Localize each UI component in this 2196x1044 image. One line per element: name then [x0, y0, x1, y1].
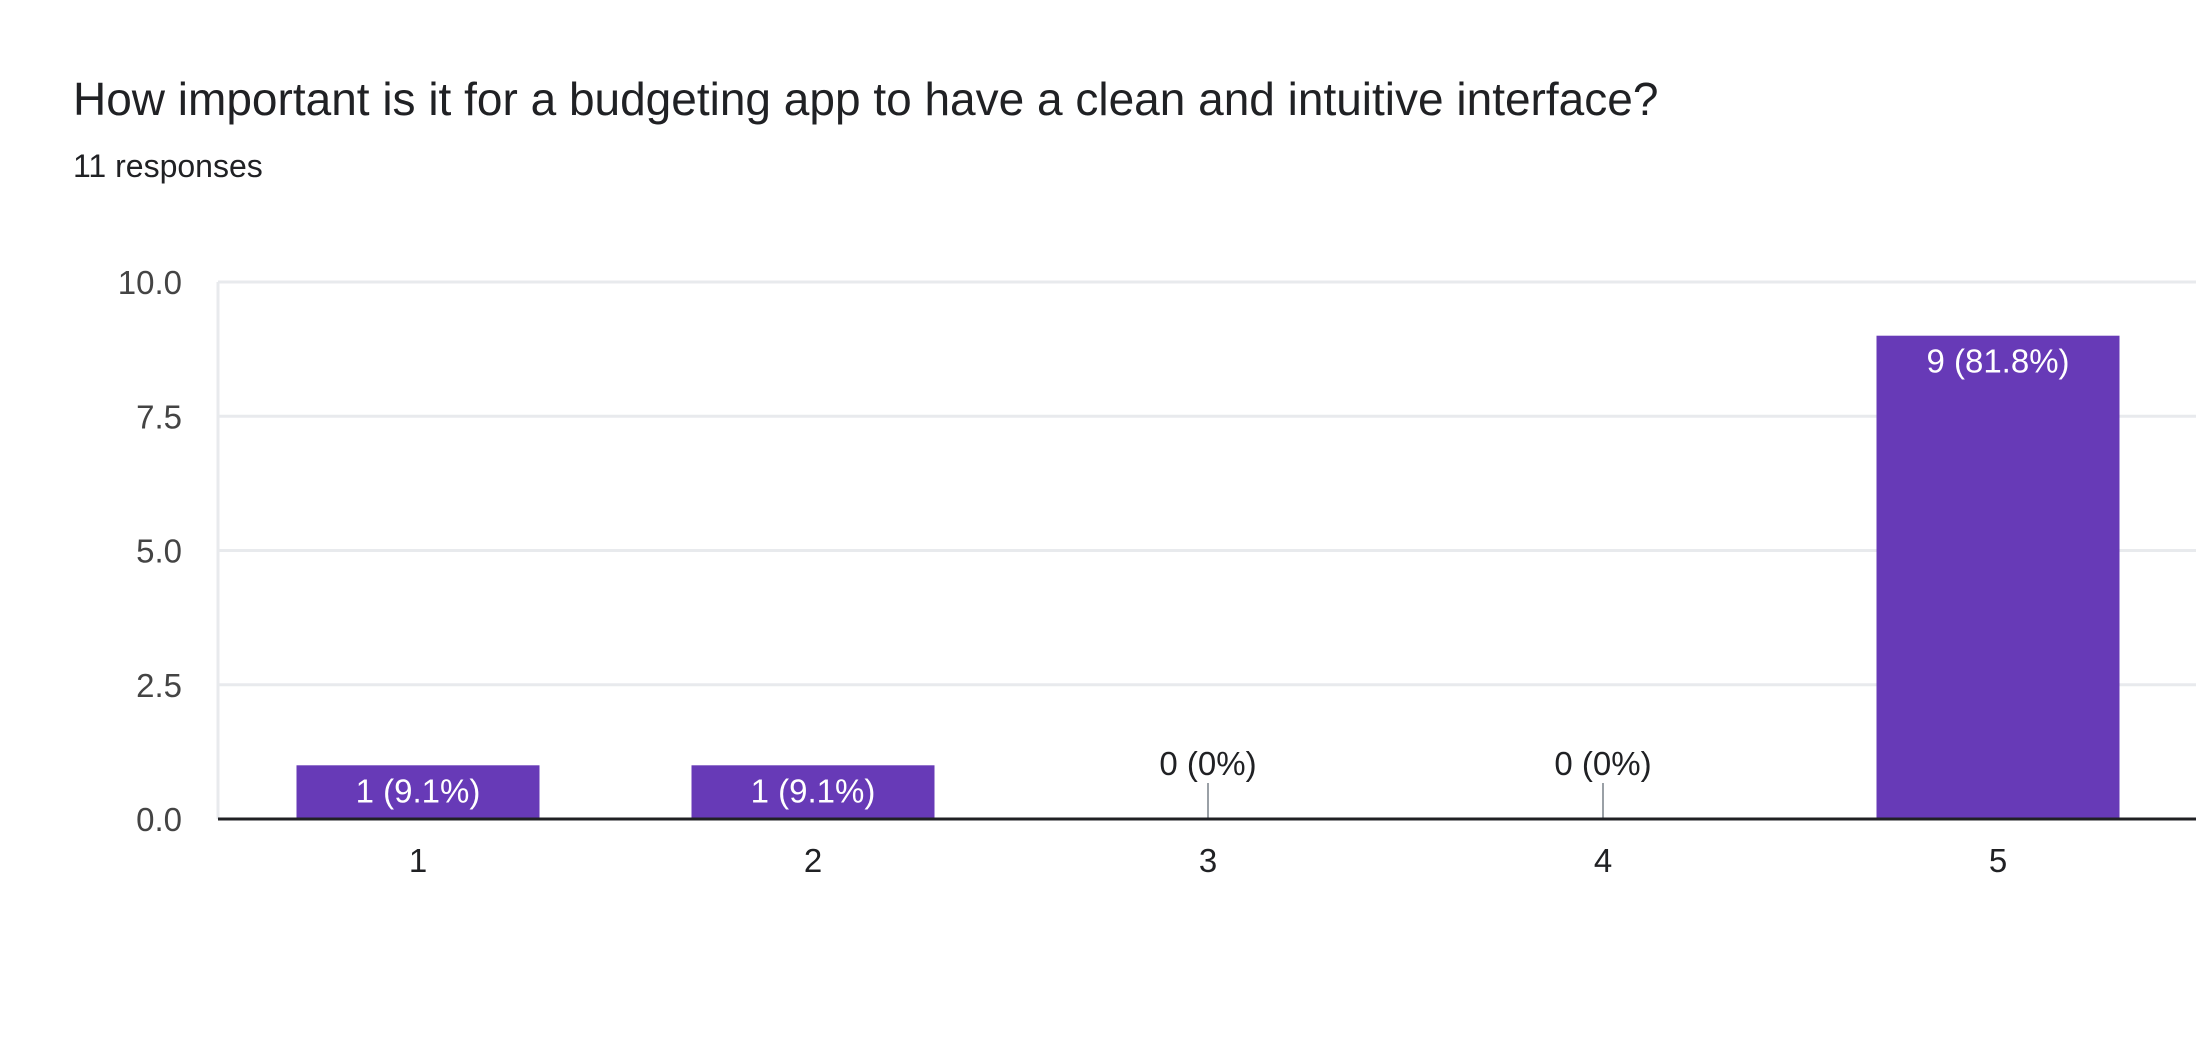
question-title: How important is it for a budgeting app … [73, 73, 1659, 125]
bar-5 [1876, 335, 2120, 819]
y-tick-label: 5.0 [136, 533, 182, 570]
y-tick-label: 10.0 [118, 264, 182, 301]
x-tick-label: 2 [804, 842, 822, 879]
data-label: 1 (9.1%) [751, 772, 876, 809]
bar-1 [296, 765, 540, 819]
y-tick-label: 7.5 [136, 398, 182, 435]
response-count: 11 responses [73, 148, 263, 184]
data-label: 0 (0%) [1159, 745, 1256, 782]
y-tick-label: 2.5 [136, 667, 182, 704]
bar-2 [691, 765, 935, 819]
x-tick-label: 3 [1199, 842, 1217, 879]
x-tick-label: 4 [1594, 842, 1612, 879]
x-tick-label: 1 [409, 842, 427, 879]
x-tick-label: 5 [1989, 842, 2007, 879]
data-label: 1 (9.1%) [356, 772, 481, 809]
y-tick-label: 0.0 [136, 801, 182, 838]
data-label: 0 (0%) [1554, 745, 1651, 782]
data-label: 9 (81.8%) [1926, 343, 2069, 380]
